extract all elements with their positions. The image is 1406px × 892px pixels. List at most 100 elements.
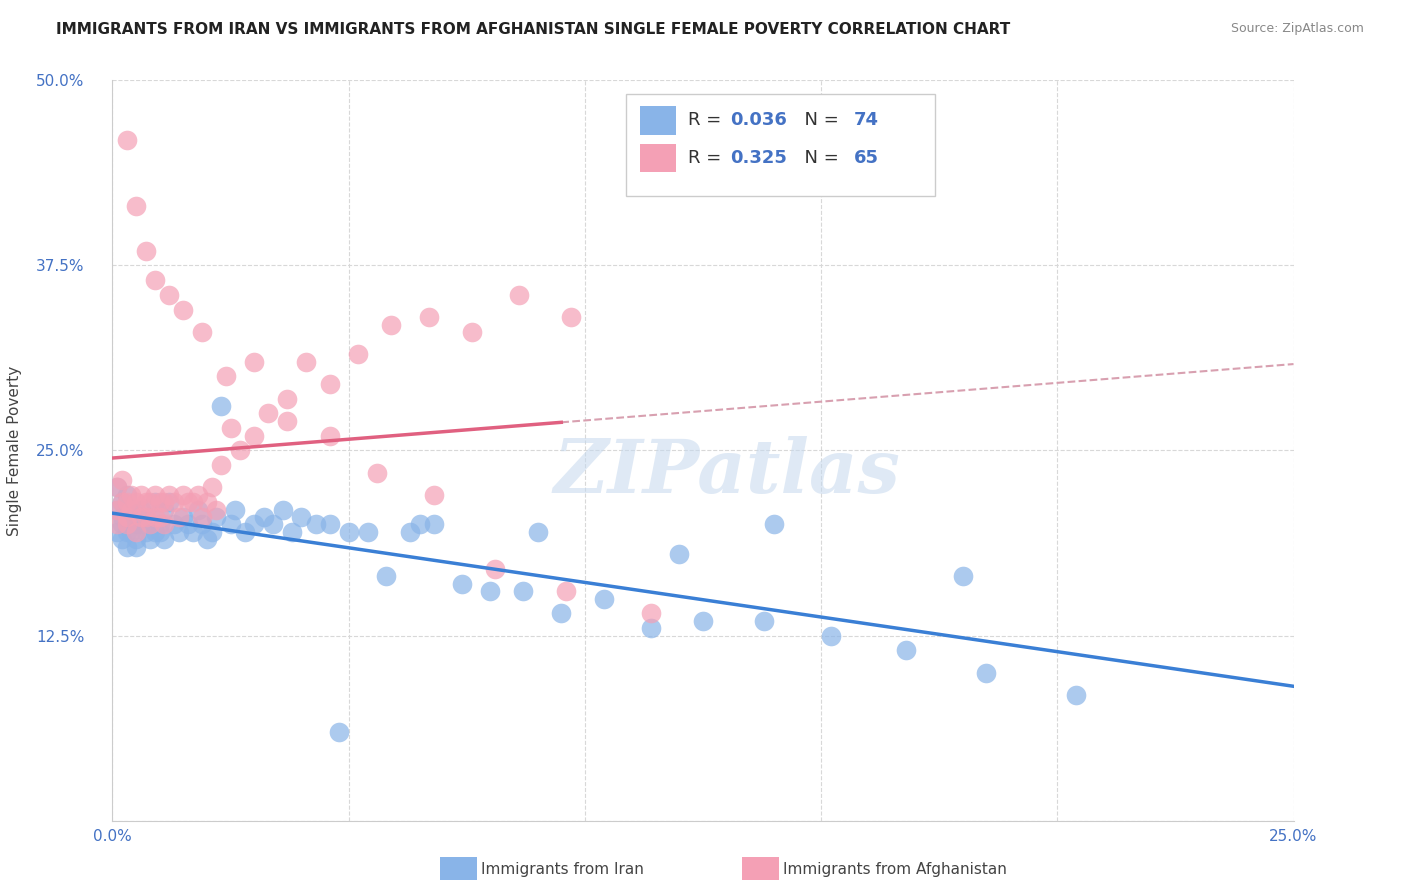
Point xyxy=(125,533,148,547)
Point xyxy=(418,310,440,325)
Point xyxy=(356,524,378,539)
Text: Immigrants from Iran: Immigrants from Iran xyxy=(481,863,644,877)
Point xyxy=(229,443,252,458)
Point xyxy=(105,480,128,494)
Point xyxy=(135,244,157,258)
Point xyxy=(115,540,138,554)
Point xyxy=(115,488,138,502)
Point xyxy=(508,288,530,302)
Point xyxy=(143,524,166,539)
Y-axis label: Single Female Poverty: Single Female Poverty xyxy=(7,366,22,535)
Text: R =: R = xyxy=(688,112,727,129)
Point xyxy=(172,488,194,502)
Point xyxy=(105,502,128,516)
Point xyxy=(167,524,190,539)
Point xyxy=(149,517,172,532)
Point xyxy=(976,665,998,680)
Point xyxy=(181,495,204,509)
Point xyxy=(262,517,284,532)
Point xyxy=(219,517,242,532)
Point xyxy=(526,524,548,539)
Point xyxy=(243,428,266,442)
Point xyxy=(125,517,148,532)
Point xyxy=(271,502,294,516)
Point xyxy=(172,510,194,524)
Point xyxy=(191,517,214,532)
Point xyxy=(347,347,370,361)
Point xyxy=(139,517,162,532)
Point xyxy=(143,273,166,287)
Point xyxy=(167,510,190,524)
Point xyxy=(484,562,506,576)
Point xyxy=(143,488,166,502)
Text: 74: 74 xyxy=(853,112,879,129)
Point xyxy=(191,325,214,339)
Point xyxy=(135,524,157,539)
Point xyxy=(125,540,148,554)
Point xyxy=(422,517,444,532)
Point xyxy=(1064,688,1087,702)
Text: 0.325: 0.325 xyxy=(730,149,786,167)
Point xyxy=(422,488,444,502)
Point xyxy=(153,502,176,516)
Point xyxy=(253,510,276,524)
Point xyxy=(243,517,266,532)
Point xyxy=(555,584,578,599)
Point xyxy=(105,480,128,494)
Point xyxy=(153,533,176,547)
Point xyxy=(115,495,138,509)
Point xyxy=(177,495,200,509)
Point xyxy=(319,376,342,391)
Point xyxy=(762,517,785,532)
Text: Immigrants from Afghanistan: Immigrants from Afghanistan xyxy=(783,863,1007,877)
Text: N =: N = xyxy=(793,112,845,129)
Point xyxy=(157,288,180,302)
Point xyxy=(820,628,842,642)
Point xyxy=(111,510,134,524)
Point xyxy=(105,517,128,532)
Point xyxy=(243,354,266,368)
Point xyxy=(111,473,134,487)
Point xyxy=(115,524,138,539)
Point xyxy=(640,621,662,635)
Point xyxy=(894,643,917,657)
Point xyxy=(460,325,482,339)
Point xyxy=(186,488,208,502)
Point xyxy=(195,533,218,547)
Point xyxy=(319,428,342,442)
Point xyxy=(163,517,186,532)
Point xyxy=(115,517,138,532)
Text: 0.036: 0.036 xyxy=(730,112,786,129)
Point xyxy=(105,502,128,516)
Point xyxy=(952,569,974,583)
Point xyxy=(668,547,690,561)
Point xyxy=(692,614,714,628)
Point xyxy=(120,502,142,516)
Point xyxy=(304,517,326,532)
Point xyxy=(550,607,572,621)
Point xyxy=(143,495,166,509)
Point xyxy=(295,354,318,368)
Point xyxy=(451,576,474,591)
Point xyxy=(205,510,228,524)
Text: N =: N = xyxy=(793,149,845,167)
Point xyxy=(139,495,162,509)
Point xyxy=(380,318,402,332)
Text: ZIPatlas: ZIPatlas xyxy=(553,436,900,509)
Point xyxy=(111,517,134,532)
Point xyxy=(177,517,200,532)
Text: Source: ZipAtlas.com: Source: ZipAtlas.com xyxy=(1230,22,1364,36)
Point xyxy=(149,524,172,539)
Point xyxy=(111,533,134,547)
Point xyxy=(139,517,162,532)
Point xyxy=(129,502,152,516)
Point xyxy=(120,488,142,502)
Point xyxy=(337,524,360,539)
Point xyxy=(157,488,180,502)
Point xyxy=(135,495,157,509)
Point xyxy=(366,466,388,480)
Point xyxy=(125,199,148,213)
Point xyxy=(149,495,172,509)
Point xyxy=(143,510,166,524)
Point xyxy=(640,607,662,621)
